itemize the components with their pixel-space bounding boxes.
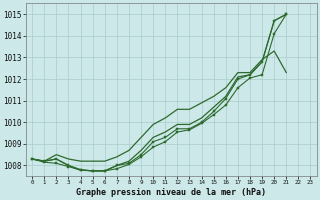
X-axis label: Graphe pression niveau de la mer (hPa): Graphe pression niveau de la mer (hPa) <box>76 188 266 197</box>
